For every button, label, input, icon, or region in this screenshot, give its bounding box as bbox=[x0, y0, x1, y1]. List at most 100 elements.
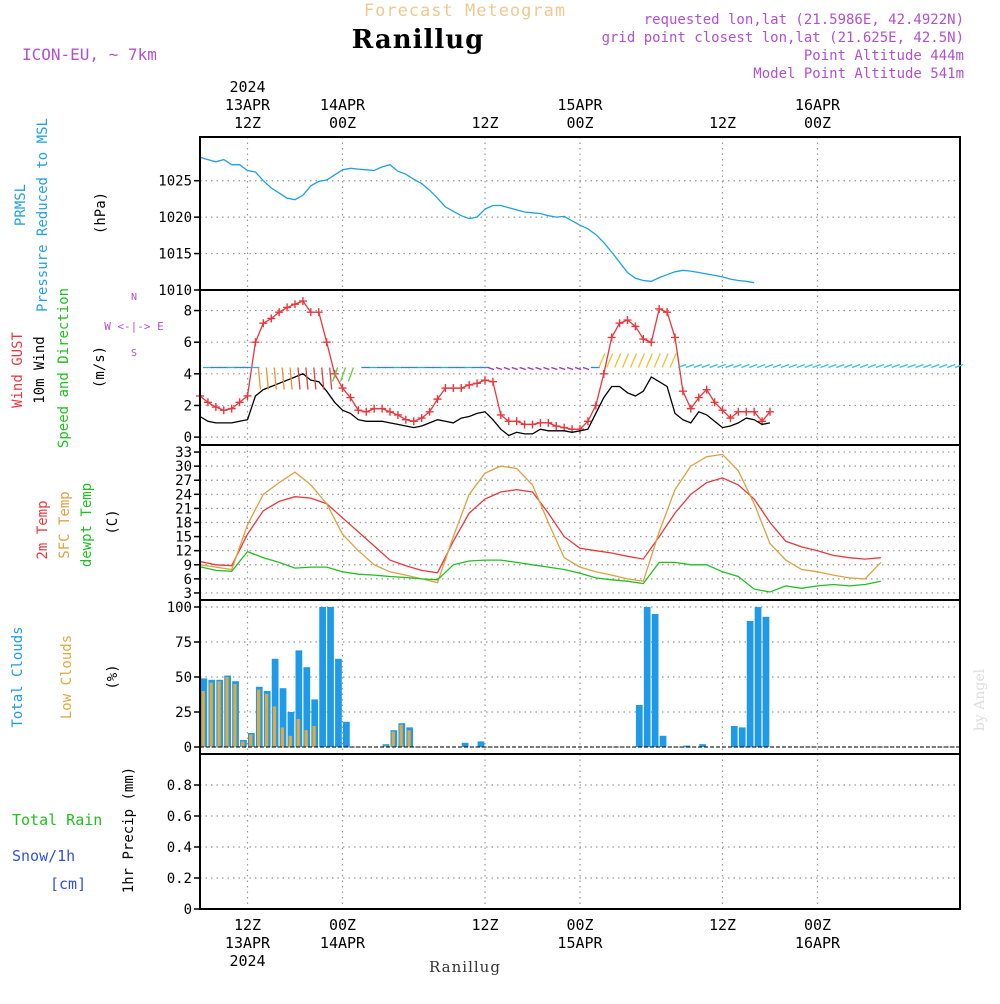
wind-arrow bbox=[574, 366, 582, 371]
low-cloud-bar bbox=[209, 682, 213, 747]
total-cloud-bar bbox=[311, 699, 319, 747]
wind-arrow bbox=[725, 363, 734, 369]
chart-panels: 1010101510201025024683691215182124273033… bbox=[158, 136, 964, 918]
wind-arrow bbox=[606, 353, 614, 368]
temperature-ytick-label: 24 bbox=[175, 487, 192, 503]
pressure-panel: 1010 1015 1020 1025 bbox=[158, 136, 961, 299]
sfc-temp-label: SFC Temp bbox=[57, 491, 73, 558]
compass-north: N bbox=[131, 292, 137, 303]
wind-gust-marker bbox=[726, 414, 735, 423]
wind-gust-marker bbox=[393, 410, 402, 419]
wind-arrow bbox=[931, 363, 940, 369]
wind-arrow bbox=[582, 366, 590, 371]
low-cloud-bar bbox=[249, 734, 253, 747]
wind-arrow bbox=[329, 367, 333, 390]
total-cloud-bar bbox=[651, 614, 659, 747]
wind-arrow bbox=[289, 367, 293, 390]
wind-arrow bbox=[677, 363, 687, 369]
wind-gust-marker bbox=[417, 414, 426, 423]
total-cloud-bar bbox=[746, 621, 754, 747]
time-axis-label: 14APR bbox=[320, 934, 366, 952]
wind-gust-marker bbox=[496, 410, 505, 419]
time-axis-label: 15APR bbox=[557, 96, 603, 114]
time-axis-label: 00Z bbox=[566, 916, 593, 934]
total-clouds-label: Total Clouds bbox=[10, 626, 26, 727]
wind-arrow bbox=[741, 363, 750, 369]
wind-arrow bbox=[749, 363, 758, 369]
wind-gust-marker bbox=[219, 406, 228, 415]
time-axis-label: 2024 bbox=[229, 952, 265, 970]
total-cloud-bar bbox=[343, 721, 350, 747]
total-cloud-bar bbox=[683, 745, 691, 747]
wind-gust-marker bbox=[267, 314, 276, 323]
wind-arrow bbox=[487, 366, 495, 371]
pressure-ytick-label: 1010 bbox=[158, 283, 192, 299]
temperature-ytick-label: 15 bbox=[175, 530, 192, 546]
wind-gust-marker bbox=[536, 418, 545, 427]
wind-gust-marker bbox=[283, 303, 292, 312]
wind-arrow bbox=[844, 363, 853, 369]
wind-gust-marker bbox=[227, 404, 236, 413]
time-axis-label: 00Z bbox=[329, 114, 356, 132]
wind-gust-marker bbox=[243, 391, 252, 400]
wind-arrow bbox=[780, 363, 790, 369]
wind-arrow bbox=[614, 353, 622, 368]
time-axis-label: 13APR bbox=[225, 96, 271, 114]
wind-arrow bbox=[907, 363, 916, 369]
temperature-ytick-label: 33 bbox=[175, 445, 192, 461]
wind-10m-label: 10m Wind bbox=[32, 336, 48, 403]
wind-arrow bbox=[899, 363, 908, 369]
wind-gust-marker bbox=[465, 380, 474, 389]
wind-gust-marker bbox=[734, 407, 743, 416]
speed-direction-label: Speed and Direction bbox=[56, 288, 72, 448]
wind-gust-marker bbox=[203, 398, 212, 407]
low-cloud-bar bbox=[399, 724, 403, 747]
temperature-ytick-label: 12 bbox=[175, 544, 192, 560]
wind-gust-marker bbox=[306, 308, 315, 317]
wind-gust-marker bbox=[457, 384, 466, 393]
wind-gust-marker bbox=[346, 393, 355, 402]
wind-arrow bbox=[709, 363, 718, 369]
wind-arrow bbox=[257, 367, 262, 390]
model-altitude: Model Point Altitude 541m bbox=[753, 66, 964, 82]
total-cloud-bar bbox=[287, 712, 295, 747]
wind-arrow bbox=[559, 366, 566, 371]
wind-gust-label: Wind GUST bbox=[10, 332, 26, 408]
wind-arrow bbox=[653, 353, 661, 368]
wind-arrow bbox=[828, 363, 837, 369]
wind-arrow bbox=[915, 363, 924, 369]
wind-arrow bbox=[543, 366, 550, 371]
total-cloud-bar bbox=[762, 616, 770, 747]
wind-ytick-label: 6 bbox=[184, 335, 192, 351]
wind-gust-marker bbox=[409, 417, 418, 426]
wind-gust-marker bbox=[425, 407, 434, 416]
clouds-ytick-label: 25 bbox=[175, 705, 192, 721]
low-cloud-bar bbox=[280, 727, 285, 747]
wind-series-line bbox=[199, 373, 771, 437]
wind-arrow bbox=[701, 363, 710, 369]
wind-arrow bbox=[804, 363, 813, 369]
wind-arrow bbox=[347, 367, 355, 382]
wind-arrow bbox=[859, 363, 869, 369]
precip-ytick-label: 0.6 bbox=[167, 809, 192, 825]
low-cloud-bar bbox=[233, 684, 237, 747]
wind-gust-marker bbox=[552, 422, 561, 431]
low-cloud-bar bbox=[312, 726, 316, 747]
wind-gust-marker bbox=[710, 398, 719, 407]
wind-arrows bbox=[203, 353, 964, 390]
wind-gust-marker bbox=[338, 384, 347, 393]
snow-label: Snow/1h bbox=[12, 847, 75, 865]
wind-arrow bbox=[629, 353, 638, 368]
footer-location: Ranillug bbox=[429, 958, 501, 976]
low-cloud-bar bbox=[201, 691, 205, 747]
precip-axis-label: 1hr Precip (mm) bbox=[121, 767, 137, 893]
wind-arrow bbox=[566, 366, 574, 371]
wind-arrow bbox=[717, 363, 726, 369]
wind-arrow bbox=[519, 366, 526, 371]
wind-gust-marker bbox=[512, 417, 521, 426]
pressure-ytick-label: 1025 bbox=[158, 174, 192, 190]
precip-panel: 0 0.2 0.4 0.6 0.8 bbox=[167, 753, 961, 918]
wind-arrow bbox=[331, 367, 339, 382]
